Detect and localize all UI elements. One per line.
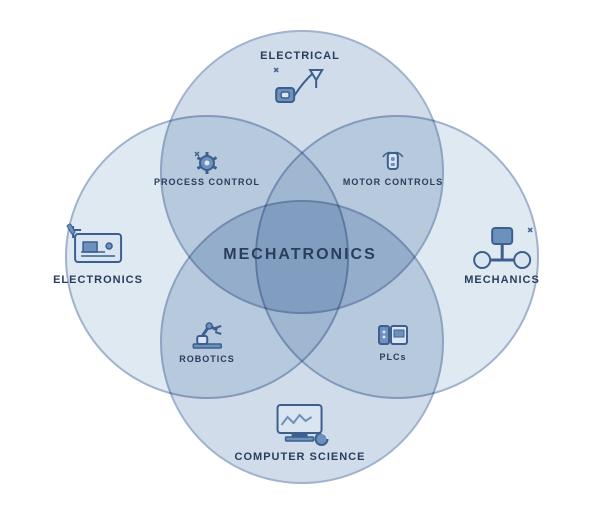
field-label-robotics: ROBOTICS bbox=[179, 354, 235, 364]
field-process-control: PROCESS CONTROL bbox=[154, 149, 260, 187]
plc-icon bbox=[376, 322, 410, 348]
field-label-plcs: PLCs bbox=[379, 352, 406, 362]
welder-icon bbox=[272, 66, 328, 106]
remote-icon bbox=[379, 149, 407, 173]
center-label: MECHATRONICS bbox=[223, 246, 376, 264]
field-label-process-control: PROCESS CONTROL bbox=[154, 177, 260, 187]
field-label-mechanics: MECHANICS bbox=[464, 274, 540, 286]
field-plcs: PLCs bbox=[376, 322, 410, 362]
field-mechanics: MECHANICS bbox=[464, 224, 540, 286]
field-robotics: ROBOTICS bbox=[179, 320, 235, 364]
circuit-icon bbox=[67, 224, 129, 270]
field-label-computer-science: COMPUTER SCIENCE bbox=[235, 451, 366, 463]
gear-icon bbox=[192, 149, 222, 173]
field-computer-science: COMPUTER SCIENCE bbox=[235, 401, 366, 463]
chassis-icon bbox=[470, 224, 534, 270]
monitor-icon bbox=[272, 401, 328, 447]
field-electrical: ELECTRICAL bbox=[260, 50, 340, 106]
robot-icon bbox=[189, 320, 225, 350]
field-label-motor-controls: MOTOR CONTROLS bbox=[343, 177, 443, 187]
field-label-electrical: ELECTRICAL bbox=[260, 50, 340, 62]
field-motor-controls: MOTOR CONTROLS bbox=[343, 149, 443, 187]
field-label-electronics: ELECTRONICS bbox=[53, 274, 143, 286]
field-electronics: ELECTRONICS bbox=[53, 224, 143, 286]
mechatronics-venn-diagram: MECHATRONICS ELECTRICAL MECHANICS COMPUTE… bbox=[0, 0, 600, 509]
